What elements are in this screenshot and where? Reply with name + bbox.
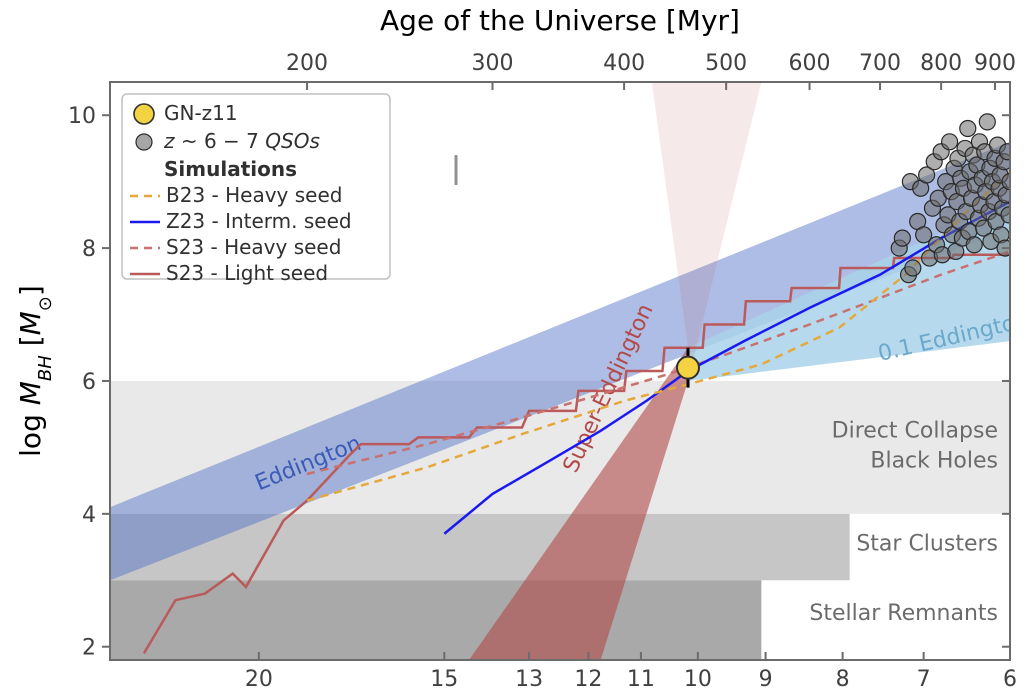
legend-line-label: S23 - Heavy seed: [166, 235, 341, 259]
qso-point: [1000, 144, 1016, 160]
top-tick-label: 400: [603, 51, 645, 76]
top-tick-label: 600: [789, 51, 831, 76]
bottom-tick-label: 8: [836, 667, 850, 692]
chart-root: Eddington0.1 EddingtonSuper-EddingtonDir…: [0, 0, 1024, 698]
qso-point: [960, 121, 976, 137]
bottom-tick-label: 11: [627, 667, 655, 692]
y-tick-label: 6: [82, 370, 96, 395]
y-tick-label: 2: [82, 636, 96, 661]
bottom-tick-label: 20: [245, 667, 273, 692]
qso-point: [942, 134, 958, 150]
qso-point: [905, 260, 921, 276]
chart-svg: Eddington0.1 EddingtonSuper-EddingtonDir…: [0, 0, 1024, 698]
top-tick-label: 800: [920, 51, 962, 76]
legend-gnz11-icon: [134, 104, 154, 124]
legend-heading: Simulations: [164, 157, 297, 181]
top-tick-label: 900: [974, 51, 1016, 76]
qso-point: [998, 187, 1014, 203]
region-label-dc1: Direct Collapse: [832, 418, 998, 443]
region-label-sr: Stellar Remnants: [809, 601, 998, 626]
bottom-tick-label: 7: [917, 667, 931, 692]
top-axis-label: Age of the Universe [Myr]: [380, 4, 740, 37]
bottom-tick-label: 12: [574, 667, 602, 692]
top-tick-label: 700: [859, 51, 901, 76]
legend-line-label: S23 - Light seed: [166, 261, 328, 285]
bottom-tick-label: 13: [515, 667, 543, 692]
top-tick-label: 500: [705, 51, 747, 76]
legend-qso-icon: [136, 134, 152, 150]
qso-point: [966, 237, 982, 253]
y-tick-label: 8: [82, 237, 96, 262]
qso-point: [894, 230, 910, 246]
legend-gnz11-label: GN-z11: [164, 101, 238, 125]
gnz11-point: [677, 357, 699, 379]
bottom-tick-label: 10: [684, 667, 712, 692]
y-tick-label: 4: [82, 503, 96, 528]
top-tick-label: 300: [471, 51, 513, 76]
region-label-sc: Star Clusters: [856, 531, 998, 556]
legend-qso-label: z ~ 6 − 7 QSOs: [163, 129, 320, 153]
y-axis-label: log MBH [M⊙]: [14, 285, 56, 457]
qso-point: [979, 114, 995, 130]
top-tick-label: 200: [286, 51, 328, 76]
bottom-tick-label: 9: [759, 667, 773, 692]
y-tick-label: 10: [68, 104, 96, 129]
bottom-tick-label: 6: [1003, 667, 1017, 692]
legend-line-label: B23 - Heavy seed: [166, 183, 342, 207]
legend-line-label: Z23 - Interm. seed: [166, 209, 352, 233]
region-label-dc2: Black Holes: [870, 448, 998, 473]
bottom-tick-label: 15: [430, 667, 458, 692]
